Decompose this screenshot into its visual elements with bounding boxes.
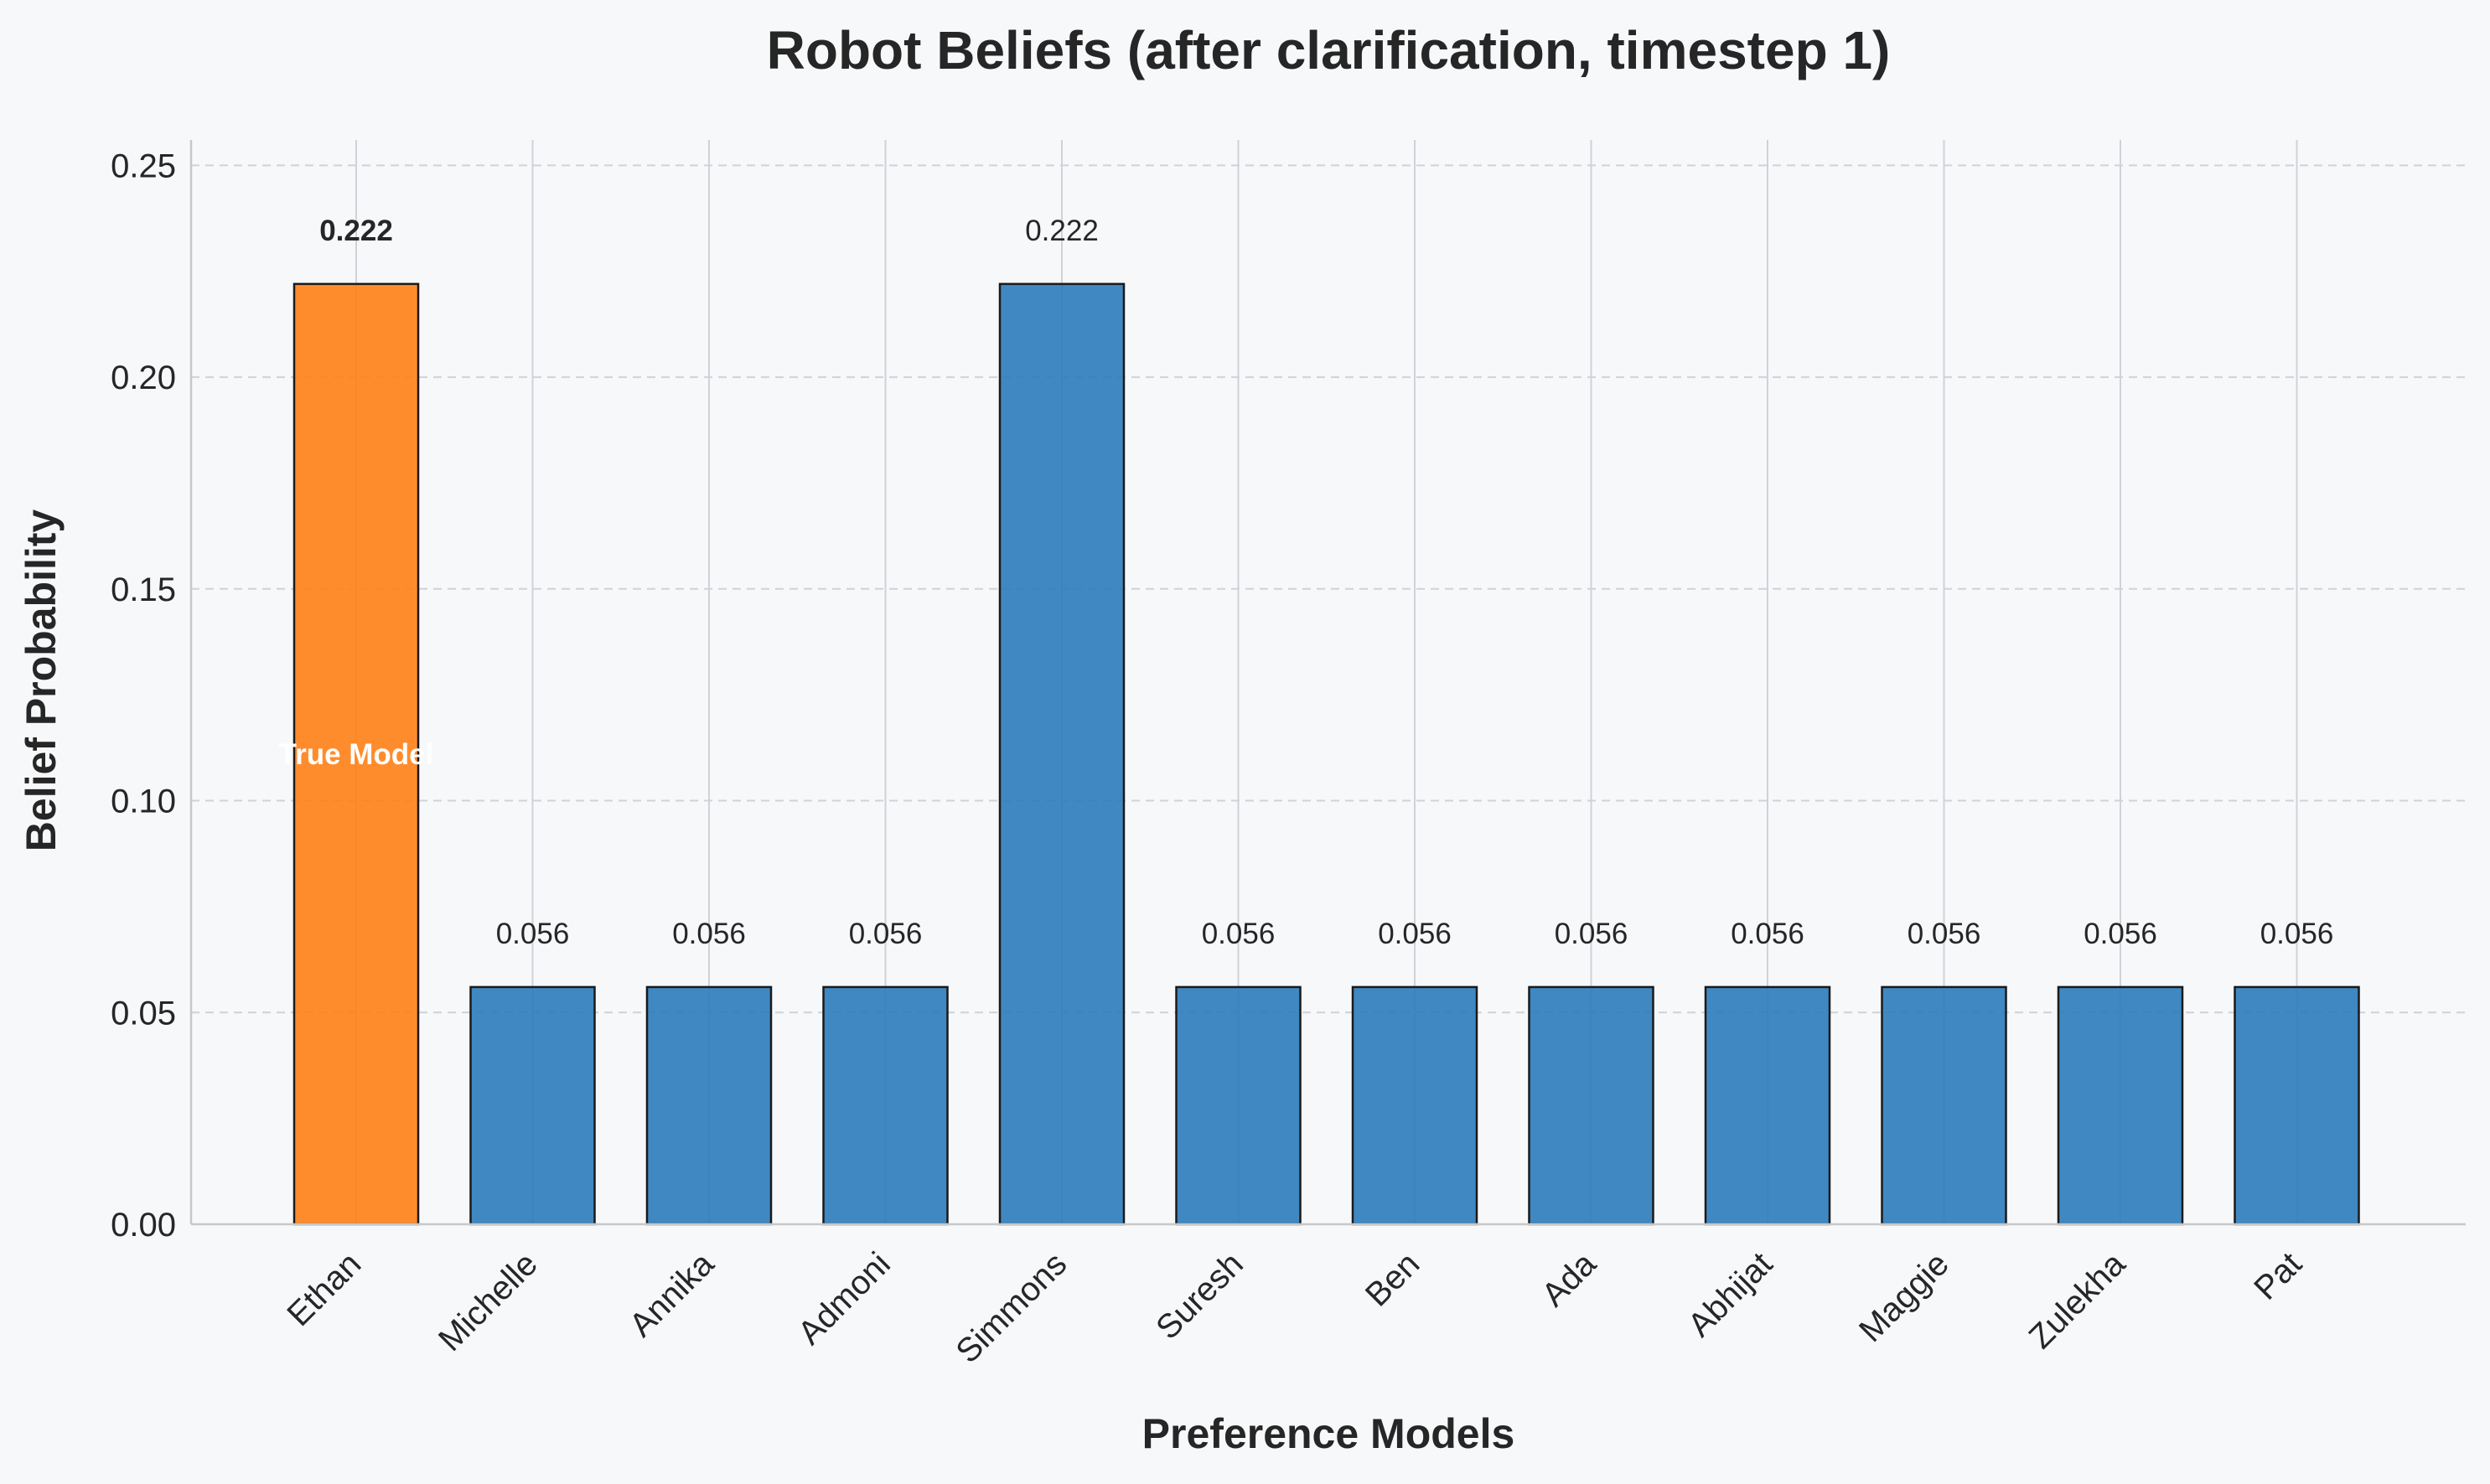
y-tick-label: 0.05 xyxy=(111,995,176,1032)
bar-value-label: 0.056 xyxy=(849,918,923,950)
x-tick-label: Suresh xyxy=(1149,1245,1250,1347)
x-tick-label: Abhijat xyxy=(1681,1245,1780,1344)
bar xyxy=(822,985,949,1226)
bar xyxy=(1351,985,1478,1226)
x-tick-label: Maggie xyxy=(1852,1245,1956,1349)
bar xyxy=(1528,985,1654,1226)
bar-value-label: 0.222 xyxy=(1025,215,1099,247)
bar xyxy=(2234,985,2360,1226)
x-axis-label: Preference Models xyxy=(1142,1410,1515,1457)
x-tick-label: Zulekha xyxy=(2022,1245,2133,1356)
x-tick-label: Ethan xyxy=(280,1245,368,1333)
bar xyxy=(1881,985,2007,1226)
bar xyxy=(1704,985,1831,1226)
y-tick-label: 0.15 xyxy=(111,571,176,608)
bar xyxy=(2057,985,2184,1226)
y-tick-label: 0.25 xyxy=(111,147,176,184)
y-axis-label: Belief Probability xyxy=(18,509,65,852)
x-tick-label: Ada xyxy=(1535,1245,1603,1314)
y-tick-label: 0.20 xyxy=(111,359,176,396)
bar xyxy=(998,282,1126,1226)
bar-value-labels: 0.222 True Model 0.056 0.056 0.056 0.222 0.056… xyxy=(279,215,2334,950)
bar-value-label: 0.056 xyxy=(2084,918,2157,950)
bar xyxy=(645,985,773,1226)
bar-value-label: 0.222 xyxy=(319,215,393,247)
bar-value-label: 0.056 xyxy=(1378,918,1452,950)
bar-value-label: 0.056 xyxy=(672,918,746,950)
axes xyxy=(189,140,2466,1226)
bar xyxy=(292,282,420,1226)
bars xyxy=(292,282,2360,1226)
bar-value-label: 0.056 xyxy=(1555,918,1628,950)
bar-value-label: 0.056 xyxy=(1908,918,1981,950)
x-tick-label: Simmons xyxy=(949,1245,1074,1370)
y-tick-label: 0.00 xyxy=(111,1207,176,1244)
chart-title: Robot Beliefs (after clarification, time… xyxy=(767,20,1891,80)
x-tick-label: Pat xyxy=(2247,1245,2309,1307)
x-tick-label: Annika xyxy=(623,1245,722,1344)
bar-value-label: 0.056 xyxy=(1202,918,1276,950)
x-tick-label: Ben xyxy=(1359,1245,1426,1313)
x-tick-label: Admoni xyxy=(791,1245,898,1352)
y-tick-label: 0.10 xyxy=(111,783,176,820)
x-tick-label: Michelle xyxy=(432,1245,545,1358)
bar-value-label: 0.056 xyxy=(2260,918,2334,950)
bar xyxy=(469,985,596,1226)
bar xyxy=(1175,985,1302,1226)
true-model-label: True Model xyxy=(279,738,434,771)
bar-value-label: 0.056 xyxy=(496,918,570,950)
bar-value-label: 0.056 xyxy=(1731,918,1804,950)
